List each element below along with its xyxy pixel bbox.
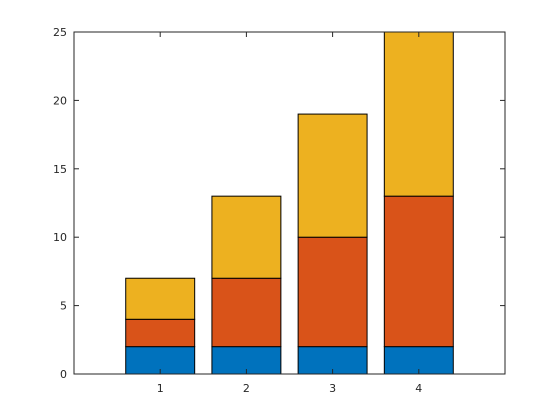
bar-segment-3-series-3 xyxy=(297,113,368,238)
y-tick-label-20: 20 xyxy=(53,94,67,107)
axes-group: 0 5 10 15 20 25 1 2 3 4 xyxy=(53,26,506,395)
x-tick-label-2: 2 xyxy=(243,382,250,395)
bar-segment-4-series-3 xyxy=(383,31,454,197)
y-tick-label-0: 0 xyxy=(60,368,67,381)
bars-group xyxy=(125,31,454,375)
bar-segment-3-series-2 xyxy=(297,236,368,348)
x-tick-label-4: 4 xyxy=(415,382,422,395)
bar-segment-1-series-3 xyxy=(125,277,196,320)
bar-segment-4-series-2 xyxy=(383,195,454,348)
y-tick-label-25: 25 xyxy=(53,26,67,39)
x-tick-label-1: 1 xyxy=(157,382,164,395)
bar-segment-2-series-2 xyxy=(211,277,282,348)
y-tick-label-5: 5 xyxy=(60,300,67,313)
axes-box xyxy=(73,31,506,375)
bar-segment-2-series-3 xyxy=(211,195,282,279)
y-tick-label-15: 15 xyxy=(53,163,67,176)
y-tick-label-10: 10 xyxy=(53,231,67,244)
x-tick-label-3: 3 xyxy=(329,382,336,395)
bar-segment-1-series-2 xyxy=(125,318,196,348)
